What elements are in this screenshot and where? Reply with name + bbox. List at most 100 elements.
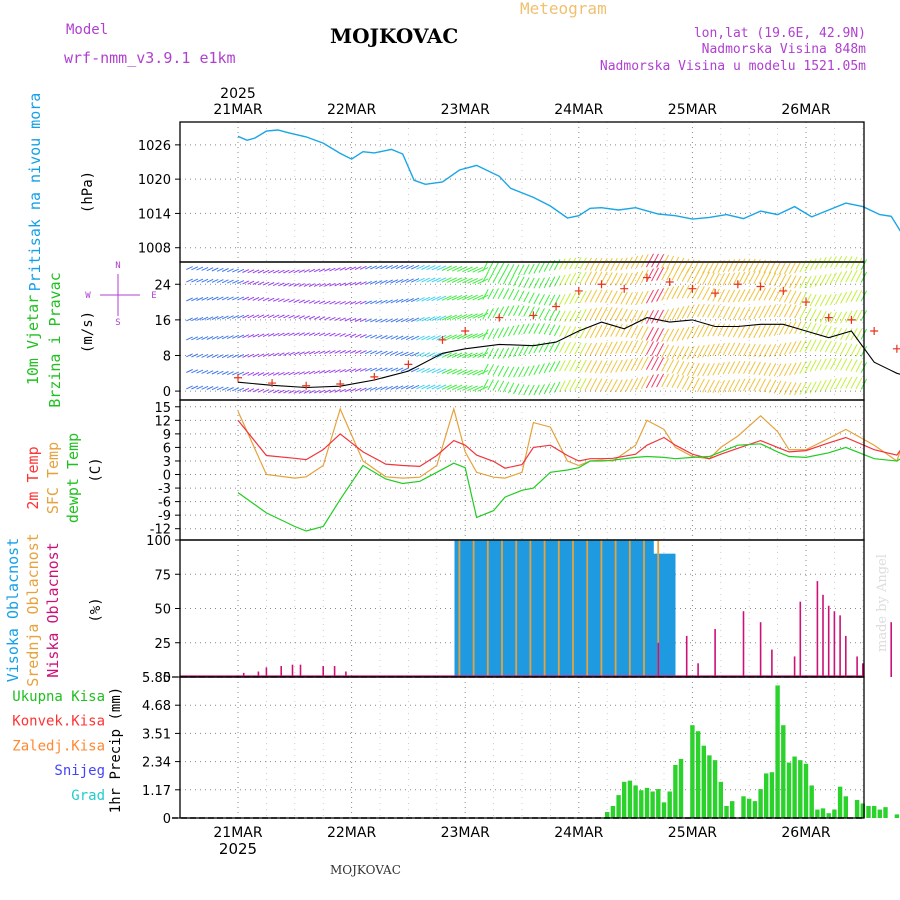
wind-barb (226, 354, 234, 359)
wind-barb (804, 339, 812, 352)
precip-bar (815, 809, 820, 818)
wind-barb (758, 287, 766, 301)
wind-barb (267, 352, 275, 357)
wind-barb (359, 367, 367, 372)
wind-barb (293, 332, 300, 336)
precip-bar (883, 807, 888, 818)
wind-barb (298, 315, 305, 319)
wind-barb (324, 268, 331, 272)
high-cloud-bar (459, 540, 463, 677)
wind-barb (610, 272, 618, 286)
wind-barb (737, 360, 746, 374)
wind-barb (589, 257, 598, 271)
wind-barb (247, 314, 255, 319)
wind-barb (482, 271, 489, 283)
precip-bar (764, 773, 769, 818)
wind-barb (416, 264, 425, 270)
wind-barb (405, 264, 414, 270)
wind-barb (635, 357, 644, 371)
wind-barb (272, 352, 280, 357)
wind-barb (313, 370, 321, 375)
wind-barb (748, 343, 756, 357)
wind-barb (252, 296, 260, 301)
mid-cloud-bar (472, 540, 475, 677)
wind-barb (691, 303, 700, 318)
wind-barb (267, 333, 275, 337)
wind-barb (303, 351, 310, 355)
precip-bar (639, 790, 644, 818)
wind-barb (226, 315, 234, 320)
wind-barb (375, 334, 383, 339)
wind-barb (702, 344, 710, 358)
y-tick-label: 5.85 (142, 671, 171, 686)
bottom-date-label: 23MAR (441, 825, 490, 841)
wind-barb (763, 324, 772, 338)
wind-barb (697, 286, 705, 300)
wind-barb (610, 258, 618, 272)
precip-bar (622, 781, 627, 818)
wind-barb (216, 370, 224, 375)
wind-barb (186, 278, 193, 283)
wind-barb (492, 348, 499, 359)
wind-barb (211, 316, 219, 320)
wind-barb (656, 254, 665, 268)
wind-barb (334, 350, 341, 354)
top-date-label: 25MAR (668, 102, 717, 118)
wind-barb (620, 340, 628, 354)
wind-barb (421, 335, 431, 341)
wind-barb (553, 360, 561, 372)
wind-barb (293, 283, 300, 287)
wind-barb (375, 280, 383, 285)
wind-barb (298, 299, 305, 304)
high-cloud-bar (627, 540, 631, 677)
wind-barb (594, 324, 603, 338)
wind-barb (543, 383, 551, 395)
wind-barb (191, 278, 199, 283)
wind-barb (625, 272, 633, 286)
wind-barb (743, 361, 751, 374)
wind-barb (451, 334, 463, 340)
wind-barb (410, 335, 420, 341)
precip-bar (786, 762, 792, 818)
wind-barb (686, 304, 695, 319)
wind-barb (845, 343, 853, 356)
mid-cloud-bar (458, 540, 461, 677)
wind-barb (477, 369, 489, 376)
wind-barb (472, 313, 484, 319)
wind-barb (436, 368, 447, 374)
wind-barb (615, 323, 623, 337)
y-tick-label: 25 (154, 637, 171, 652)
high-cloud-bar (575, 540, 579, 677)
wind-barb (278, 269, 285, 274)
wind-barb (451, 266, 463, 272)
wind-barb (697, 324, 705, 338)
high-cloud-bar (461, 540, 465, 677)
wind-barb (272, 332, 280, 337)
wind-barb (574, 326, 582, 339)
wind-barb (620, 257, 628, 271)
wind-barb (472, 278, 484, 284)
wind-barb (824, 294, 832, 306)
wind-barb (635, 325, 644, 339)
precip-bar (718, 781, 723, 818)
wind-barb (850, 343, 858, 357)
wind-barb (441, 352, 452, 358)
y-tick-label: -6 (158, 496, 171, 511)
high-cloud-bar (643, 540, 647, 677)
wind-barb (533, 323, 540, 334)
wind-barb (247, 280, 255, 285)
wind-barb (584, 325, 592, 339)
wind-barb (584, 360, 592, 373)
wind-barb (278, 371, 285, 376)
wind-barb (799, 306, 807, 320)
bottom-date-axis: 21MAR 22MAR 23MAR 24MAR 25MAR 26MAR (213, 825, 830, 841)
wind-barb (686, 362, 695, 377)
wind-barb (737, 325, 746, 338)
wind-barb (308, 370, 316, 375)
wind-barb (262, 353, 270, 357)
wind-barb (303, 299, 310, 304)
wind-barb (850, 376, 858, 389)
wind-barb (211, 267, 219, 272)
wind-barb (283, 389, 290, 394)
wind-barb (615, 359, 623, 373)
